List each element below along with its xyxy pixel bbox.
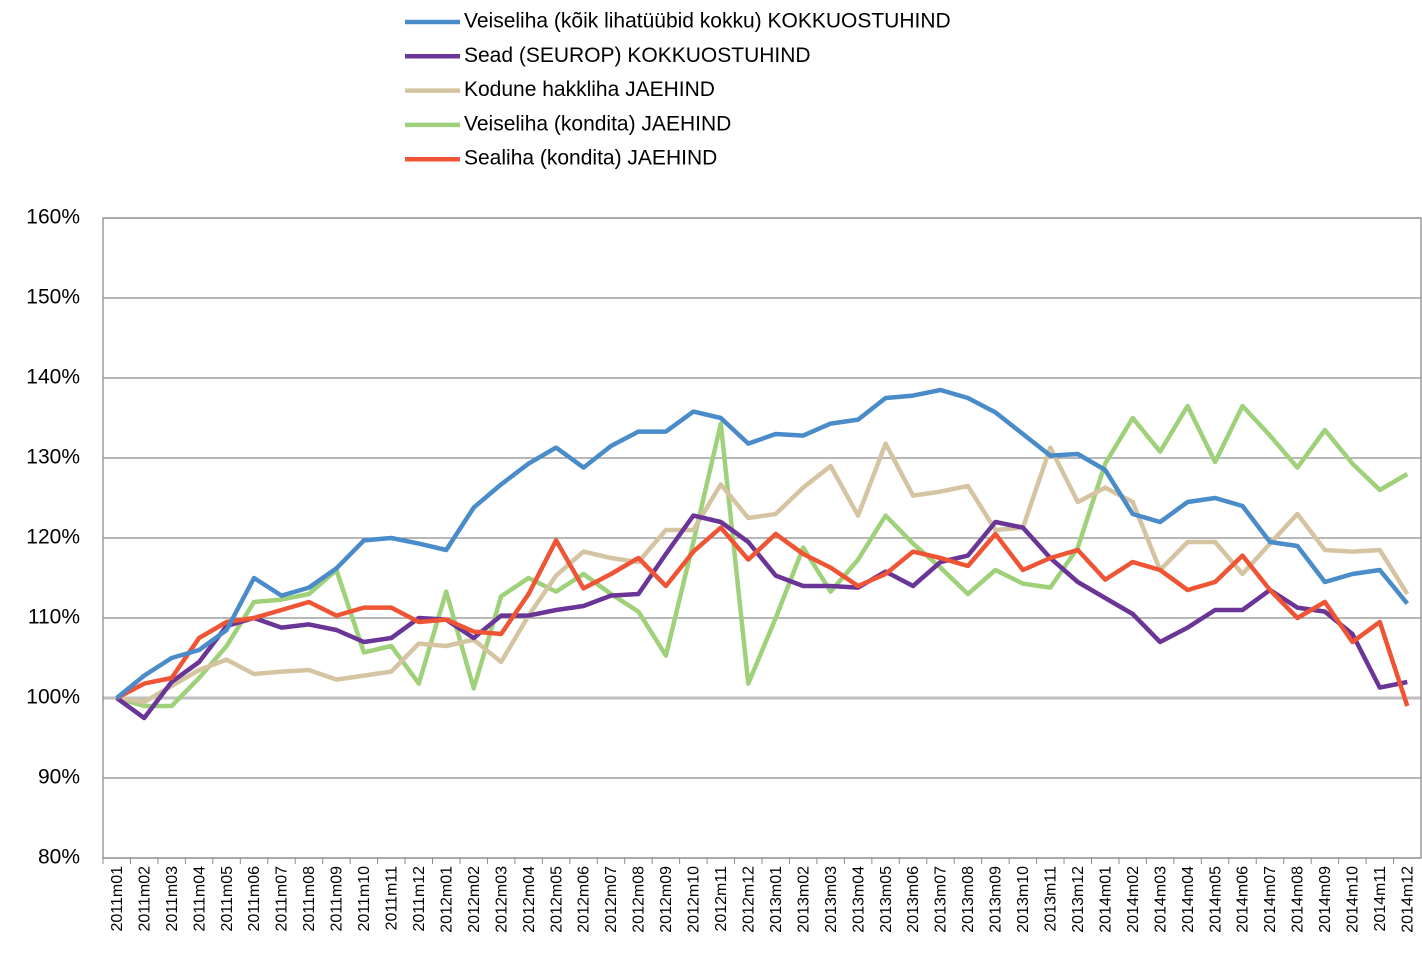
x-tick-label: 2012m03 — [493, 866, 510, 933]
x-tick-label: 2013m01 — [768, 866, 785, 933]
x-tick-label: 2011m01 — [109, 866, 126, 932]
x-tick-label: 2012m05 — [548, 866, 565, 933]
x-tick-label: 2013m02 — [795, 866, 812, 933]
y-tick-label: 90% — [38, 766, 80, 789]
x-tick-label: 2012m01 — [438, 866, 455, 933]
y-tick-label: 150% — [26, 286, 80, 309]
y-tick-label: 120% — [26, 526, 80, 549]
x-tick-label: 2013m10 — [1015, 866, 1032, 933]
x-tick-label: 2011m08 — [301, 866, 318, 932]
x-tick-label: 2012m08 — [631, 866, 648, 933]
y-tick-label: 110% — [28, 606, 80, 629]
x-tick-label: 2011m02 — [136, 866, 153, 932]
x-tick-label: 2012m04 — [521, 866, 538, 933]
x-tick-label: 2011m11 — [384, 866, 401, 930]
x-tick-label: 2013m12 — [1070, 866, 1087, 933]
y-tick-label: 100% — [26, 686, 80, 709]
x-tick-label: 2013m04 — [850, 866, 867, 933]
x-tick-label: 2012m12 — [740, 866, 757, 933]
x-tick-label: 2014m09 — [1317, 866, 1334, 933]
x-tick-label: 2011m12 — [411, 866, 428, 932]
x-tick-label: 2014m05 — [1207, 866, 1224, 933]
x-tick-label: 2013m03 — [823, 866, 840, 933]
y-tick-label: 80% — [38, 846, 80, 869]
x-tick-label: 2013m08 — [960, 866, 977, 933]
x-tick-label: 2012m07 — [603, 866, 620, 933]
x-tick-label: 2014m10 — [1345, 866, 1362, 933]
x-tick-label: 2014m07 — [1262, 866, 1279, 933]
series-line — [115, 387, 1410, 700]
x-tick-label: 2013m05 — [878, 866, 895, 933]
x-tick-label: 2013m09 — [988, 866, 1005, 933]
x-tick-label: 2014m11 — [1372, 866, 1389, 932]
x-tick-label: 2014m01 — [1097, 866, 1114, 933]
x-tick-label: 2011m07 — [274, 866, 291, 932]
x-tick-label: 2014m12 — [1399, 866, 1416, 933]
legend-label: Veiseliha (kondita) JAEHIND — [464, 112, 731, 135]
series-line — [115, 513, 1408, 721]
legend-label: Kodune hakkliha JAEHIND — [464, 78, 715, 101]
x-tick-label: 2014m06 — [1235, 866, 1252, 933]
series-line — [115, 525, 1410, 707]
legend-label: Sead (SEUROP) KOKKUOSTUHIND — [464, 44, 811, 67]
x-tick-label: 2012m10 — [686, 866, 703, 933]
x-tick-label: 2011m09 — [329, 866, 346, 932]
x-tick-label: 2011m05 — [219, 866, 236, 932]
x-tick-label: 2013m07 — [933, 866, 950, 933]
x-tick-label: 2012m09 — [658, 866, 675, 933]
x-tick-label: 2011m04 — [191, 866, 208, 932]
x-tick-label: 2014m08 — [1290, 866, 1307, 933]
x-tick-label: 2013m06 — [905, 866, 922, 933]
x-tick-label: 2011m10 — [356, 866, 373, 932]
y-tick-label: 130% — [26, 446, 80, 469]
series-line — [116, 441, 1410, 705]
y-tick-label: 160% — [26, 206, 80, 229]
x-tick-label: 2014m03 — [1152, 866, 1169, 933]
legend-label: Veiseliha (kõik lihatüübid kokku) KOKKUO… — [464, 10, 951, 33]
y-tick-label: 140% — [26, 366, 80, 389]
legend-label: Sealiha (kondita) JAEHIND — [464, 147, 717, 170]
x-tick-label: 2012m06 — [576, 866, 593, 933]
x-tick-label: 2013m11 — [1043, 866, 1060, 932]
x-tick-label: 2014m04 — [1180, 866, 1197, 933]
x-tick-label: 2011m06 — [246, 866, 263, 932]
x-tick-label: 2012m11 — [713, 866, 730, 932]
x-tick-label: 2011m03 — [164, 866, 181, 932]
x-tick-label: 2012m02 — [466, 866, 483, 933]
x-tick-label: 2014m02 — [1125, 866, 1142, 933]
